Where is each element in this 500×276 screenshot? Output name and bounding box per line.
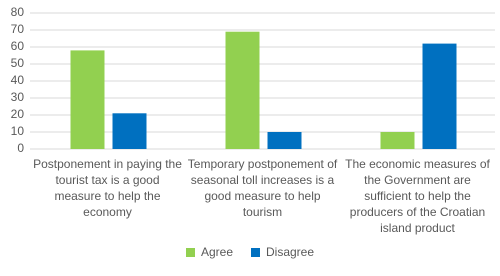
y-tick-label: 30 [11, 90, 25, 104]
legend-swatch [251, 247, 260, 257]
y-tick-label: 50 [11, 56, 25, 70]
y-tick-label: 80 [11, 5, 25, 19]
x-tick-label: Temporary postponement of seasonal toll … [187, 157, 338, 219]
bar [112, 113, 147, 149]
bar [267, 132, 302, 149]
y-tick-label: 70 [11, 22, 25, 36]
y-tick-label: 40 [11, 73, 25, 87]
y-tick-label: 20 [11, 107, 25, 121]
y-tick-label: 0 [17, 141, 24, 155]
legend-item: Disagree [251, 245, 314, 259]
bar [225, 31, 260, 150]
bar [422, 43, 457, 149]
legend: Agree Disagree [0, 245, 500, 259]
legend-label: Agree [200, 245, 233, 259]
legend-item: Agree [185, 245, 233, 259]
legend-label: Disagree [266, 245, 315, 259]
x-tick-label: The economic measures of the Government … [345, 157, 490, 235]
y-tick-label: 10 [11, 124, 25, 138]
bar [380, 132, 415, 149]
legend-swatch [185, 247, 195, 257]
bar [70, 50, 105, 149]
y-tick-label: 60 [11, 39, 25, 53]
x-tick-label: Postponement in paying the tourist tax i… [33, 157, 182, 219]
